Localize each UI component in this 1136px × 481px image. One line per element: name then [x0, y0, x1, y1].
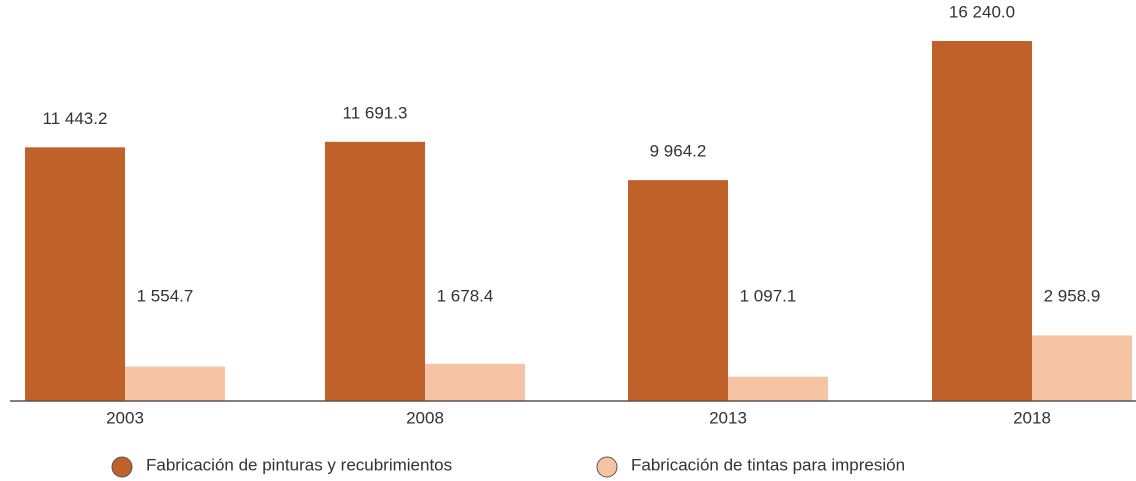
legend-label: Fabricación de pinturas y recubrimientos — [146, 455, 452, 474]
value-label: 1 097.1 — [740, 286, 797, 305]
value-label: 16 240.0 — [949, 2, 1015, 21]
legend-swatch — [111, 456, 133, 478]
value-label: 11 443.2 — [43, 109, 108, 128]
value-label: 9 964.2 — [650, 142, 707, 161]
bar — [932, 41, 1032, 401]
bar — [125, 366, 225, 401]
value-label: 1 554.7 — [137, 286, 194, 305]
x-tick-label: 2003 — [106, 408, 144, 427]
value-label: 1 678.4 — [437, 286, 494, 305]
legend-swatch — [596, 456, 618, 478]
x-tick-label: 2013 — [709, 408, 747, 427]
value-label: 2 958.9 — [1044, 286, 1101, 305]
value-label: 11 691.3 — [343, 103, 408, 122]
x-tick-label: 2018 — [1013, 408, 1051, 427]
bar — [1032, 335, 1132, 401]
bar — [325, 141, 425, 401]
bar — [425, 363, 525, 401]
bar — [628, 180, 728, 401]
bar — [25, 147, 125, 401]
bar — [728, 376, 828, 401]
x-tick-label: 2008 — [406, 408, 444, 427]
legend-label: Fabricación de tintas para impresión — [631, 455, 905, 474]
